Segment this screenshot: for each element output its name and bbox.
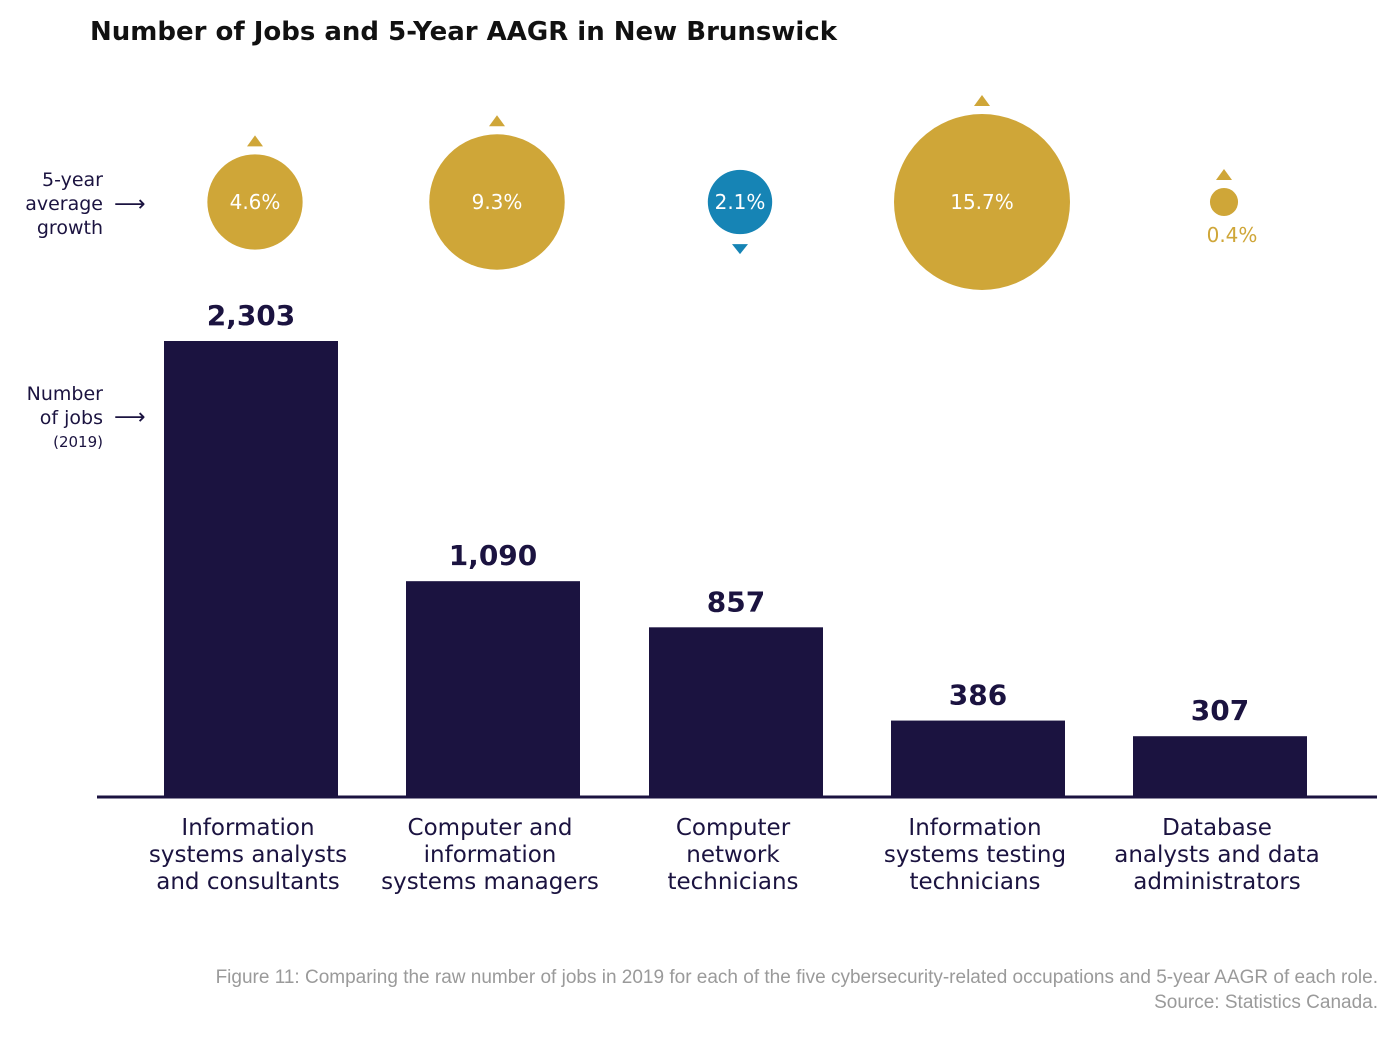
growth-bubble-3: [707, 169, 773, 235]
up-triangle-icon-2: [489, 115, 505, 127]
bar-value-label-2: 1,090: [449, 539, 538, 572]
growth-bubbles: 4.6% 9.3% 2.1% 15.7% 0.4%: [207, 95, 1257, 290]
jobs-row-label-line-1: Number: [27, 383, 104, 405]
category-label-5-line-3: administrators: [1133, 869, 1301, 895]
growth-bubble-4: [894, 114, 1070, 290]
bar-5: [1133, 736, 1307, 797]
category-label-3-line-2: network: [686, 842, 780, 868]
caption-source: Source: Statistics Canada.: [1154, 992, 1378, 1013]
bar-value-label-4: 386: [949, 679, 1007, 712]
growth-row-label: 5-year average growth ⟶: [25, 169, 145, 239]
bar-3: [649, 627, 823, 797]
category-label-4-line-2: systems testing: [884, 842, 1066, 868]
growth-row-arrow-icon: ⟶: [114, 192, 146, 217]
category-label-1-line-2: systems analysts: [149, 842, 347, 868]
up-triangle-icon-1: [247, 135, 263, 147]
caption-line-1: Figure 11: Comparing the raw number of j…: [216, 967, 1378, 988]
growth-bubble-5: [1209, 187, 1239, 217]
jobs-row-label-line-2: of jobs: [40, 407, 103, 429]
category-label-4-line-3: technicians: [909, 869, 1040, 895]
bar-value-label-5: 307: [1191, 694, 1249, 727]
growth-value-label-5: 0.4%: [1207, 223, 1258, 247]
down-triangle-icon-3: [732, 244, 748, 255]
chart-title: Number of Jobs and 5-Year AAGR in New Br…: [90, 17, 838, 47]
category-label-4-line-1: Information: [908, 815, 1041, 841]
growth-bubble-1: [207, 154, 303, 250]
growth-value-label-3: 2.1%: [715, 190, 766, 214]
bar-4: [891, 720, 1065, 797]
category-label-2-line-3: systems managers: [381, 869, 599, 895]
up-triangle-icon-4: [974, 95, 990, 106]
category-label-1-line-3: and consultants: [156, 869, 340, 895]
jobs-row-sublabel: (2019): [53, 433, 103, 451]
growth-row-label-line-3: growth: [37, 217, 103, 239]
growth-row-label-line-1: 5-year: [42, 169, 103, 191]
growth-row-label-line-2: average: [25, 193, 103, 215]
category-label-2-line-1: Computer and: [408, 815, 573, 841]
category-label-3-line-3: technicians: [667, 869, 798, 895]
jobs-row-label: Number of jobs (2019) ⟶: [27, 383, 146, 451]
growth-value-label-1: 4.6%: [230, 190, 281, 214]
category-label-5-line-2: analysts and data: [1114, 842, 1319, 868]
bar-2: [406, 581, 580, 797]
category-label-1-line-1: Information: [181, 815, 314, 841]
bar-1: [164, 341, 338, 797]
bar-value-label-3: 857: [707, 585, 765, 618]
up-triangle-icon-5: [1216, 168, 1232, 180]
category-label-5-line-1: Database: [1162, 815, 1272, 841]
category-label-3-line-1: Computer: [676, 815, 791, 841]
growth-value-label-2: 9.3%: [472, 190, 523, 214]
bar-series: 2,303 1,090 857 386 307: [164, 299, 1307, 797]
growth-bubble-2: [429, 134, 565, 270]
jobs-row-arrow-icon: ⟶: [114, 405, 146, 430]
growth-value-label-4: 15.7%: [950, 190, 1014, 214]
bar-value-label-1: 2,303: [207, 299, 296, 332]
category-label-2-line-2: information: [424, 842, 557, 868]
